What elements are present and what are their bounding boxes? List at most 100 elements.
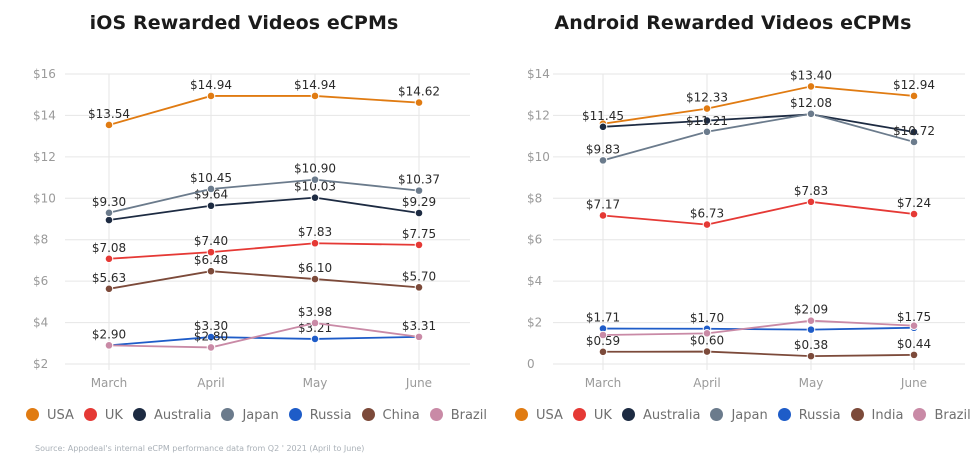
series-line [602,350,915,358]
data-point [806,316,816,326]
data-point [206,184,216,194]
data-point [414,283,424,292]
data-point [104,341,114,350]
data-label: $5.70 [402,269,436,283]
legend-label: India [871,408,904,423]
data-point [909,350,919,360]
data-label: $7.75 [402,227,436,241]
data-point [702,127,712,137]
chart-legend: USA UK Australia Japan Russia India Brazil [515,408,977,423]
data-point [909,137,919,147]
legend-label: UK [593,408,612,423]
data-label: $12.08 [790,96,832,110]
data-point [414,98,424,107]
data-point [909,127,919,137]
data-label: $0.59 [586,334,620,348]
y-tick-label: $12 [33,150,56,164]
legend-label: Australia [153,408,212,423]
data-label: $13.54 [88,107,130,121]
data-label: $9.83 [586,142,620,156]
data-point [909,209,919,219]
data-point [310,91,320,101]
source-footnote: Source: Appodeal's internal eCPM perform… [35,444,365,453]
data-label: $6.10 [298,261,332,275]
data-point [206,343,216,352]
x-tick-label: June [405,376,432,390]
data-point [414,240,424,250]
series-line [108,178,420,214]
legend-swatch [850,408,864,421]
y-tick-label: $4 [33,316,48,330]
data-label: $0.38 [794,338,828,352]
data-point [598,156,608,165]
data-label: $7.08 [92,241,126,255]
data-label: $13.40 [790,68,832,82]
legend-item: India [850,408,904,423]
series-line [108,335,420,347]
x-tick-label: May [303,376,328,390]
data-point [806,325,816,334]
data-point [310,175,320,184]
data-label: $11.45 [582,109,624,123]
data-label: $12.94 [893,78,935,92]
data-label: $2.90 [92,327,126,341]
legend-label: Brazil [450,408,487,423]
legend-label: Russia [798,408,841,423]
x-tick-label: May [799,376,824,390]
y-tick-label: $14 [33,108,56,122]
y-tick-label: $10 [527,150,550,164]
legend-label: USA [47,408,74,423]
legend-item: Brazil [913,408,971,423]
data-label: $3.98 [298,305,332,319]
data-label: $5.63 [92,271,126,285]
x-tick-label: April [693,376,720,390]
data-point [909,321,919,330]
data-label: $12.33 [686,91,728,105]
legend-label: China [382,408,420,423]
series-line [602,112,915,162]
data-label: $7.17 [586,197,620,211]
y-tick-label: $2 [33,357,48,371]
data-label: $7.40 [194,234,228,248]
data-label: $2.09 [794,303,828,317]
chart-title: Android Rewarded Videos eCPMs [554,12,912,34]
data-label: $9.30 [92,195,126,209]
data-point [104,120,114,130]
legend-swatch [621,408,635,421]
series-line [602,200,915,226]
data-point [806,109,816,119]
legend-swatch [26,408,39,421]
data-label: $10.37 [398,173,440,187]
data-label: $1.75 [897,310,931,324]
data-point [598,122,608,132]
data-point [598,330,608,340]
legend-item: Australia [132,408,212,423]
series-line [108,270,420,290]
legend-swatch [515,408,528,421]
legend-label: Brazil [934,408,971,423]
legend-swatch [429,408,443,421]
y-tick-label: $2 [527,316,542,330]
legend-item: Japan [221,408,279,423]
android-chart-plot: $14 $12 $10 $8 $6 $4 $2 0 March April May June $12.3… [527,67,965,390]
data-point [806,82,816,91]
data-point [104,215,114,225]
data-label: $0.60 [690,334,724,348]
android-chart-panel: Android Rewarded Videos eCPMs $14 $12 $10 $… [489,0,977,440]
data-point [702,220,712,229]
data-point [702,116,712,125]
legend-swatch [288,408,302,421]
legend-item: China [361,408,420,423]
data-label: $7.83 [794,184,828,198]
series-line [602,85,915,125]
legend-label: USA [536,408,563,423]
legend-swatch [132,408,146,421]
legend-swatch [572,408,586,421]
data-label: $10.90 [294,162,336,176]
data-label: $10.72 [893,124,935,138]
series-line [602,319,915,336]
legend-label: Japan [731,408,768,423]
data-label: $6.73 [690,207,724,221]
data-point [206,266,216,276]
legend-item: USA [26,408,74,423]
